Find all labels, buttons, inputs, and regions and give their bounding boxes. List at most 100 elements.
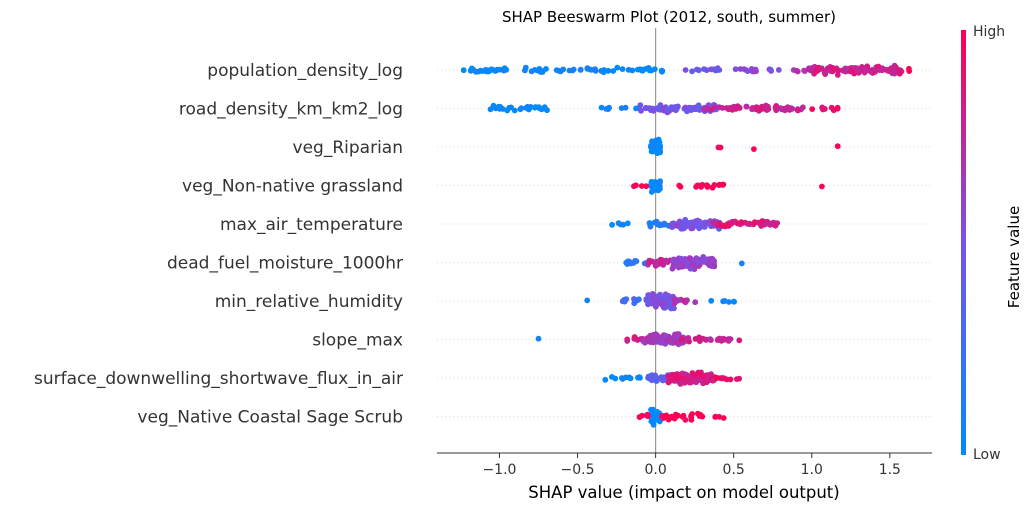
shap-point bbox=[785, 105, 792, 112]
shap-point bbox=[694, 259, 701, 266]
shap-point bbox=[755, 219, 762, 226]
shap-point bbox=[622, 374, 629, 381]
shap-point bbox=[649, 291, 656, 297]
feature-label: min_relative_humidity bbox=[215, 292, 403, 312]
shap-point bbox=[684, 108, 690, 115]
shap-point bbox=[709, 184, 716, 191]
shap-point bbox=[724, 221, 731, 228]
shap-point bbox=[460, 67, 467, 74]
shap-point bbox=[655, 106, 662, 113]
shap-point bbox=[725, 337, 731, 343]
shap-point bbox=[645, 297, 652, 304]
shap-point bbox=[508, 104, 514, 111]
shap-point bbox=[800, 104, 806, 111]
shap-point bbox=[624, 220, 631, 227]
shap-point bbox=[664, 293, 670, 300]
shap-point bbox=[654, 375, 661, 382]
shap-point bbox=[671, 258, 678, 265]
shap-point bbox=[657, 291, 663, 298]
shap-point bbox=[712, 413, 719, 420]
shap-point bbox=[880, 66, 887, 72]
shap-point bbox=[751, 146, 757, 153]
feature-label: veg_Riparian bbox=[293, 138, 403, 158]
shap-point bbox=[736, 337, 743, 344]
x-tick-label: −0.5 bbox=[561, 462, 595, 478]
shap-point bbox=[848, 68, 855, 74]
shap-point bbox=[693, 106, 699, 113]
feature-label: max_air_temperature bbox=[220, 215, 403, 235]
shap-point bbox=[719, 105, 726, 111]
shap-point bbox=[794, 107, 801, 114]
shap-point bbox=[636, 414, 643, 420]
shap-point bbox=[712, 67, 719, 74]
shap-point bbox=[672, 331, 678, 338]
shap-point bbox=[673, 222, 680, 229]
shap-point bbox=[602, 376, 609, 383]
shap-point bbox=[687, 379, 694, 386]
shap-point bbox=[668, 305, 674, 312]
shap-point bbox=[662, 332, 669, 339]
shap-point bbox=[718, 222, 725, 229]
colorbar bbox=[961, 30, 966, 455]
shap-point bbox=[631, 335, 638, 342]
shap-point bbox=[645, 292, 652, 298]
shap-point bbox=[584, 297, 591, 304]
shap-point bbox=[650, 183, 657, 190]
shap-point bbox=[830, 66, 836, 72]
shap-point bbox=[650, 107, 657, 114]
shap-point bbox=[651, 142, 657, 149]
shap-point bbox=[598, 104, 605, 111]
shap-point bbox=[646, 259, 653, 266]
shap-point bbox=[598, 67, 605, 74]
shap-point bbox=[681, 225, 687, 232]
shap-point bbox=[622, 104, 629, 111]
shap-point bbox=[569, 67, 576, 74]
shap-point bbox=[711, 261, 717, 268]
shap-point bbox=[631, 296, 637, 302]
shap-point bbox=[711, 220, 718, 227]
shap-point bbox=[703, 67, 710, 74]
shap-point bbox=[906, 65, 912, 72]
shap-point bbox=[744, 221, 751, 227]
colorbar-high-label: High bbox=[973, 24, 1005, 40]
shap-point bbox=[818, 65, 825, 72]
shap-point bbox=[842, 67, 848, 74]
shap-point bbox=[764, 220, 771, 227]
shap-point bbox=[528, 68, 535, 75]
shap-point bbox=[748, 66, 755, 72]
shap-point bbox=[732, 106, 739, 112]
shap-point bbox=[743, 103, 750, 110]
shap-point bbox=[719, 336, 725, 342]
shap-point bbox=[633, 105, 639, 112]
x-tick-label: 0.0 bbox=[644, 462, 666, 478]
shap-point bbox=[615, 220, 622, 227]
shap-point bbox=[625, 66, 632, 73]
feature-label: slope_max bbox=[312, 331, 403, 351]
shap-point bbox=[720, 298, 726, 305]
x-tick-label: 0.5 bbox=[723, 462, 745, 478]
colorbar-title: Feature value bbox=[1005, 206, 1023, 308]
feature-label: dead_fuel_moisture_1000hr bbox=[167, 254, 403, 274]
shap-point bbox=[686, 220, 693, 227]
feature-labels: population_density_log road_density_km_km… bbox=[34, 61, 403, 428]
shap-point bbox=[634, 66, 641, 73]
shap-point bbox=[656, 139, 663, 146]
shap-point bbox=[693, 379, 699, 386]
shap-point bbox=[605, 67, 612, 74]
shap-point bbox=[723, 376, 730, 383]
x-axis-label: SHAP value (impact on model output) bbox=[528, 483, 839, 502]
feature-label: road_density_km_km2_log bbox=[179, 100, 403, 120]
shap-point bbox=[707, 256, 713, 262]
shap-point bbox=[703, 379, 710, 386]
shap-point bbox=[656, 221, 663, 228]
shap-point bbox=[650, 337, 657, 344]
feature-label: surface_downwelling_shortwave_flux_in_ai… bbox=[34, 369, 403, 389]
shap-point bbox=[695, 67, 702, 74]
shap-point bbox=[526, 106, 532, 113]
shap-point bbox=[664, 337, 670, 344]
shap-point bbox=[670, 263, 677, 269]
shap-point bbox=[678, 255, 685, 262]
shap-point bbox=[767, 66, 774, 73]
shap-point bbox=[697, 218, 703, 225]
